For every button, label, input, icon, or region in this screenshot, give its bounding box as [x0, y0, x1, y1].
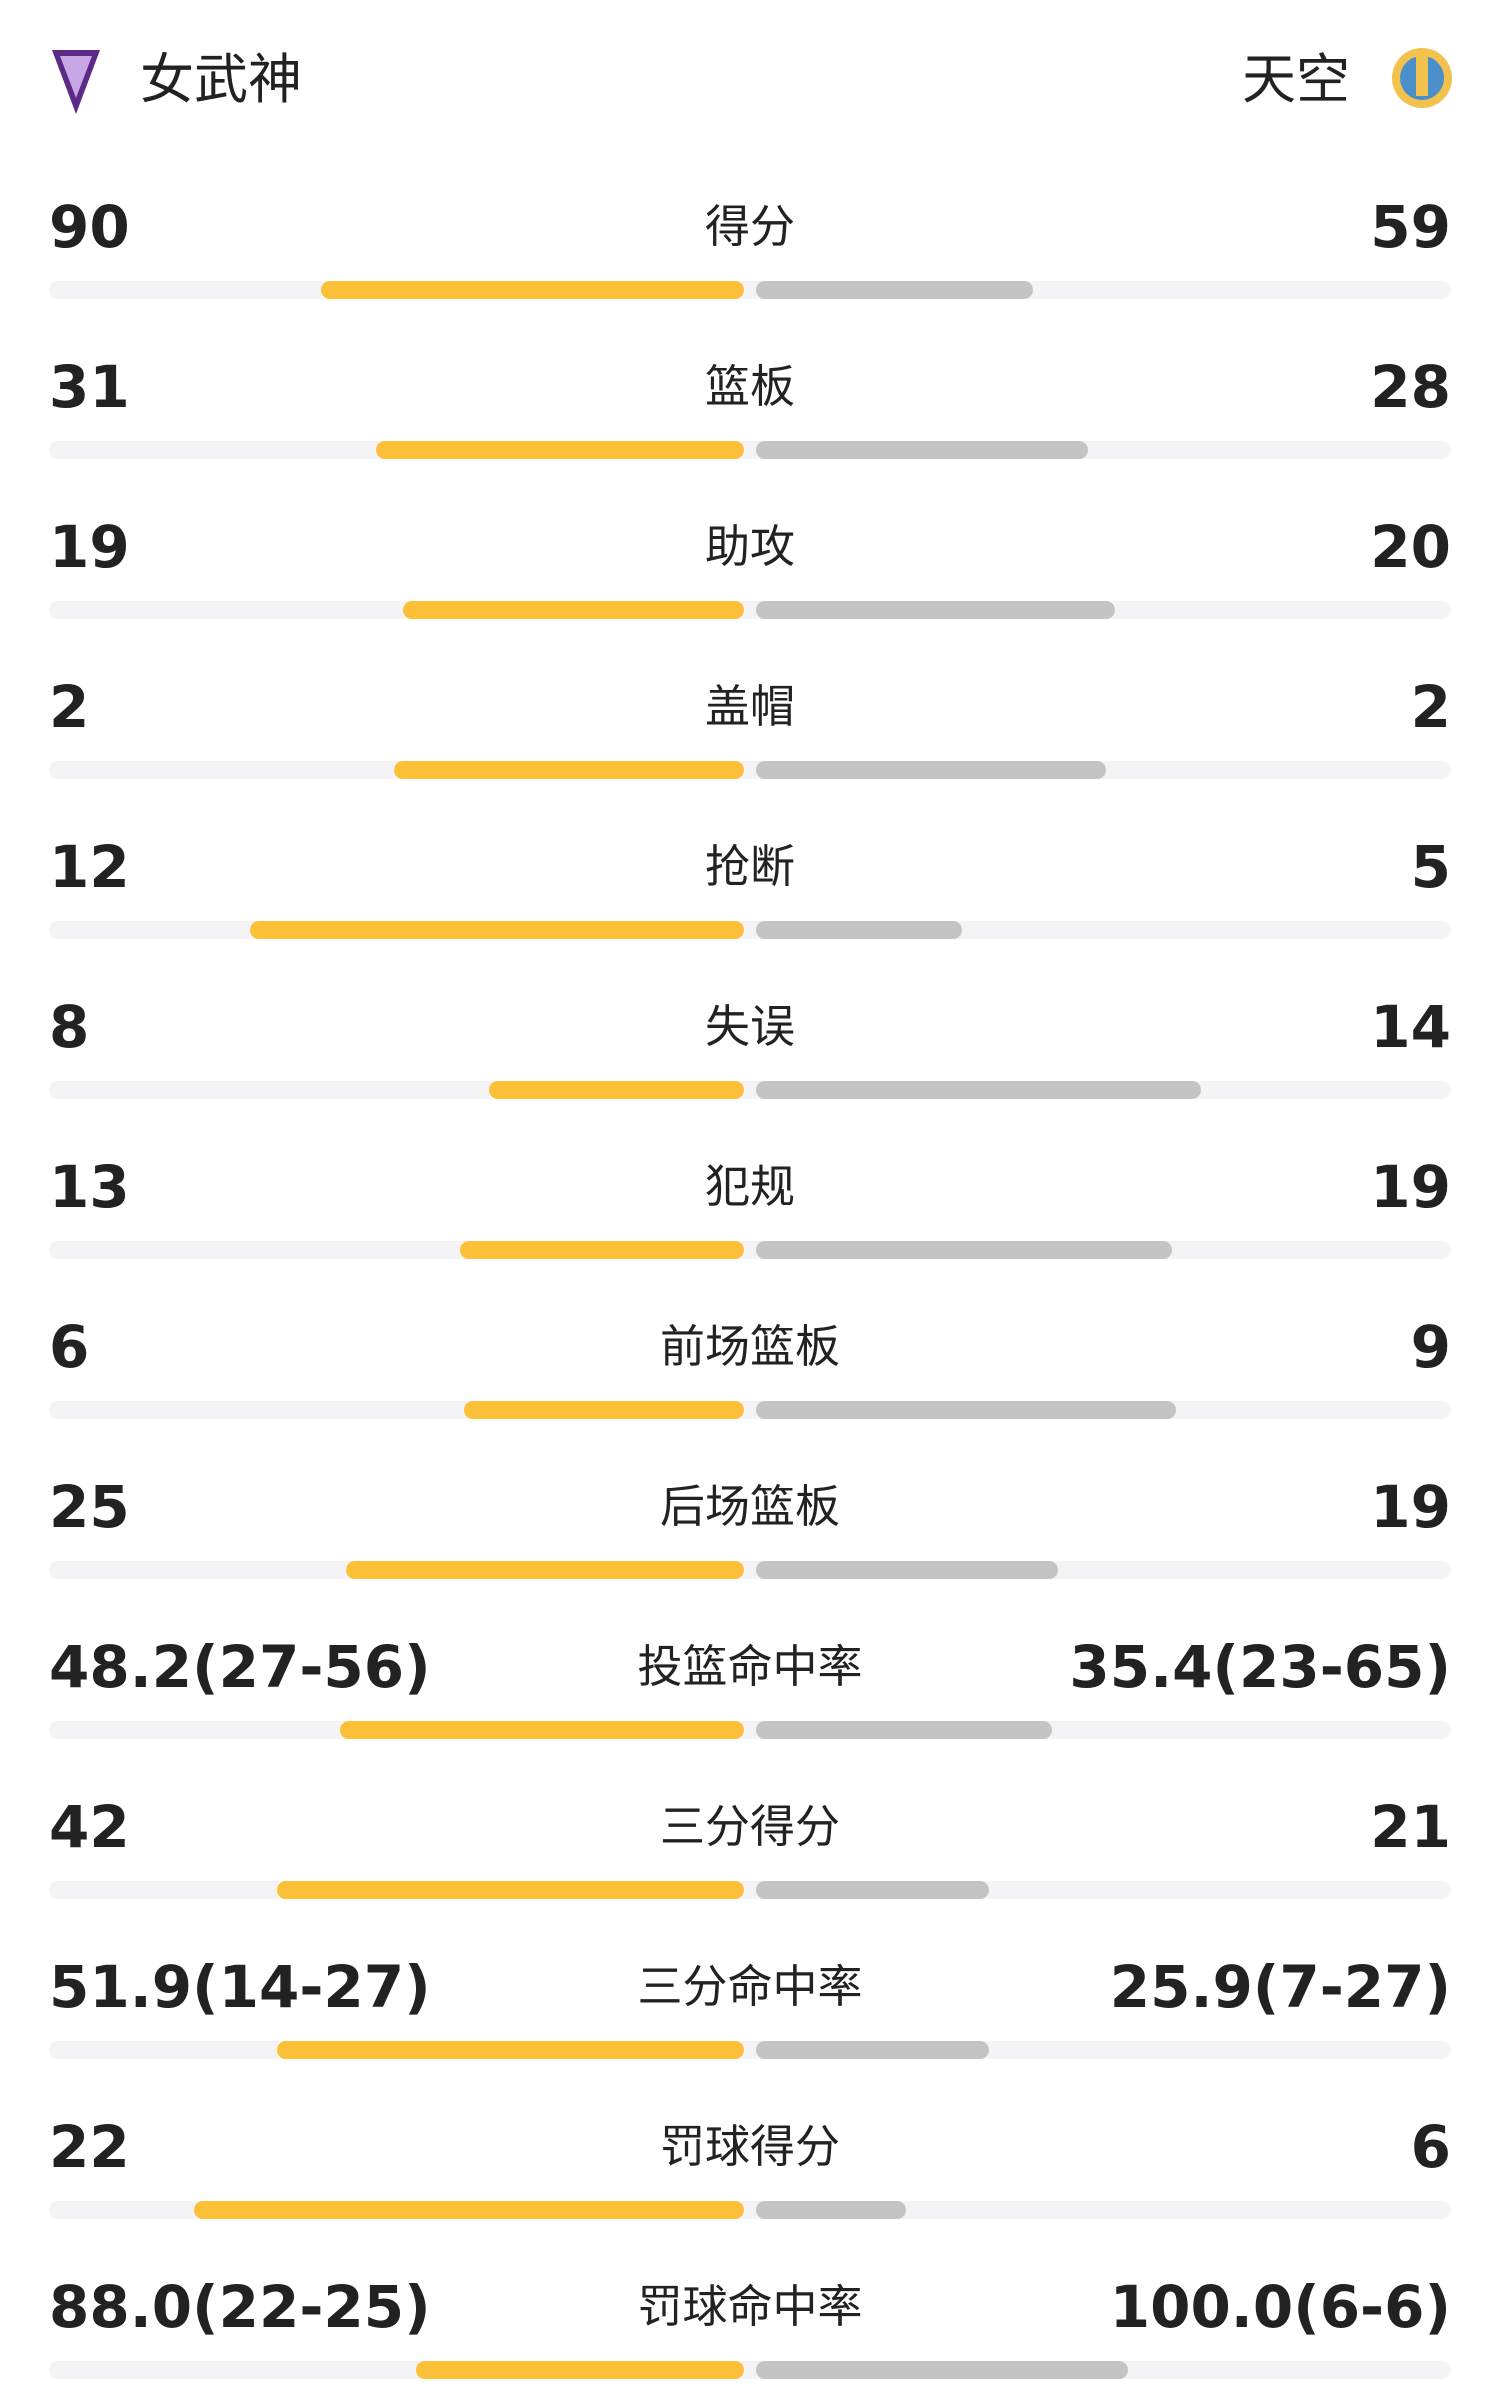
home-team: 女武神: [140, 48, 302, 111]
away-team: 天空: [1242, 48, 1350, 111]
away-value: 35.4(23-65): [1069, 1633, 1451, 1701]
home-bar: [464, 1401, 744, 1419]
away-bar: [756, 281, 1034, 299]
home-value: 31: [49, 353, 130, 421]
away-bar: [756, 1241, 1172, 1259]
away-bar: [756, 761, 1106, 779]
home-bar: [459, 1241, 744, 1259]
stat-label: 投篮命中率: [637, 1640, 863, 1693]
home-value: 6: [49, 1313, 90, 1381]
home-bar: [194, 2201, 744, 2219]
home-bar: [321, 281, 744, 299]
away-value: 19: [1370, 1153, 1451, 1221]
track: [49, 1401, 1451, 1419]
away-bar: [756, 1881, 990, 1899]
away-value: 20: [1370, 513, 1451, 581]
away-value: 5: [1410, 833, 1451, 901]
home-value: 88.0(22-25): [49, 2273, 431, 2341]
home-bar: [277, 1881, 744, 1899]
stat-label: 失误: [704, 1000, 796, 1053]
away-value: 25.9(7-27): [1109, 1953, 1451, 2021]
track: [49, 2041, 1451, 2059]
home-bar: [340, 1721, 744, 1739]
away-bar: [756, 441, 1089, 459]
track: [49, 1881, 1451, 1899]
away-bar: [756, 1721, 1053, 1739]
away-bar: [756, 921, 962, 939]
stat-label: 三分命中率: [637, 1960, 863, 2013]
away-bar: [756, 1401, 1176, 1419]
away-value: 19: [1370, 1473, 1451, 1541]
away-bar: [756, 1561, 1059, 1579]
stat-label: 抢断: [704, 840, 796, 893]
track: [49, 761, 1451, 779]
away-value: 9: [1410, 1313, 1451, 1381]
home-bar: [249, 921, 744, 939]
stat-label: 前场篮板: [659, 1320, 841, 1373]
away-bar: [756, 2041, 990, 2059]
home-value: 8: [49, 993, 90, 1061]
away-value: 6: [1410, 2113, 1451, 2181]
stat-label: 罚球命中率: [637, 2280, 863, 2333]
track: [49, 1561, 1451, 1579]
stat-label: 三分得分: [659, 1800, 841, 1853]
stat-label: 得分: [704, 200, 796, 253]
track: [49, 601, 1451, 619]
track: [49, 1081, 1451, 1099]
home-bar: [376, 441, 744, 459]
home-value: 22: [49, 2113, 130, 2181]
away-value: 59: [1370, 193, 1451, 261]
away-bar: [756, 2361, 1129, 2379]
away-value: 100.0(6-6): [1109, 2273, 1451, 2341]
home-value: 19: [49, 513, 130, 581]
home-value: 90: [49, 193, 130, 261]
home-value: 48.2(27-56): [49, 1633, 431, 1701]
stat-label: 罚球得分: [659, 2120, 841, 2173]
home-value: 12: [49, 833, 130, 901]
home-value: 2: [49, 673, 90, 741]
track: [49, 281, 1451, 299]
stat-label: 后场篮板: [659, 1480, 841, 1533]
home-value: 13: [49, 1153, 130, 1221]
away-value: 28: [1370, 353, 1451, 421]
away-logo: [1392, 48, 1452, 108]
home-bar: [489, 1081, 744, 1099]
away-value: 14: [1370, 993, 1451, 1061]
away-value: 2: [1410, 673, 1451, 741]
track: [49, 1241, 1451, 1259]
home-bar: [416, 2361, 744, 2379]
away-value: 21: [1370, 1793, 1451, 1861]
track: [49, 1721, 1451, 1739]
home-bar: [402, 601, 744, 619]
home-value: 25: [49, 1473, 130, 1541]
home-logo: [52, 50, 100, 114]
stat-label: 助攻: [704, 520, 796, 573]
home-value: 42: [49, 1793, 130, 1861]
home-bar: [277, 2041, 744, 2059]
home-value: 51.9(14-27): [49, 1953, 431, 2021]
home-bar: [394, 761, 744, 779]
stat-label: 篮板: [704, 360, 796, 413]
away-bar: [756, 601, 1115, 619]
stat-label: 犯规: [704, 1160, 796, 1213]
track: [49, 441, 1451, 459]
home-bar: [346, 1561, 744, 1579]
track: [49, 2361, 1451, 2379]
stat-label: 盖帽: [704, 680, 796, 733]
away-bar: [756, 2201, 906, 2219]
away-bar: [756, 1081, 1202, 1099]
